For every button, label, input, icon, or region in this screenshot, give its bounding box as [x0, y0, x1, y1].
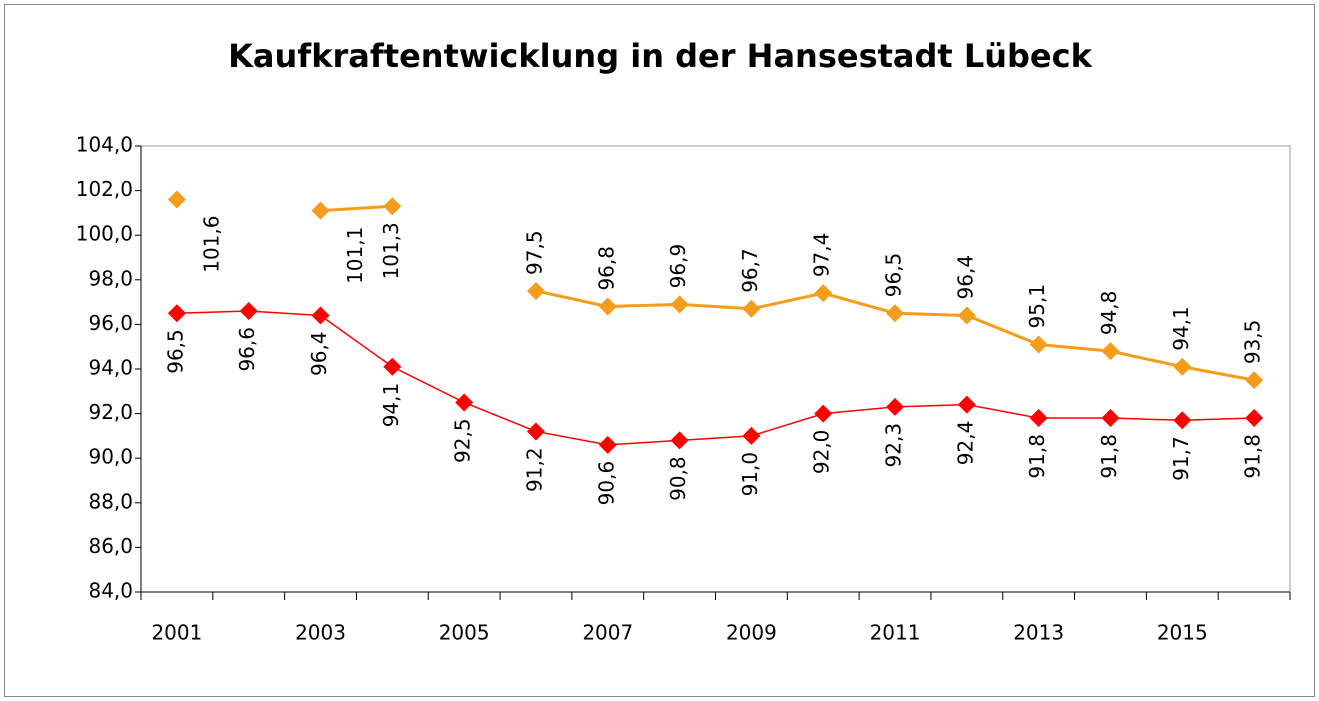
x-tick-label: 2009 [726, 621, 777, 645]
data-point [814, 404, 833, 423]
x-tick-label: 2011 [870, 621, 921, 645]
data-point [526, 281, 545, 300]
y-tick-label: 86,0 [88, 534, 133, 558]
y-tick-label: 94,0 [88, 356, 133, 380]
series-line [176, 310, 1255, 446]
data-point [383, 357, 402, 376]
data-label: 91,7 [1169, 436, 1193, 481]
data-point [311, 306, 330, 325]
data-point [311, 201, 330, 220]
data-label: 95,1 [1025, 284, 1049, 329]
data-label: 90,6 [594, 461, 618, 506]
y-tick-label: 100,0 [76, 222, 133, 246]
data-point [886, 304, 905, 323]
data-point [670, 431, 689, 450]
x-tick-label: 2003 [295, 621, 346, 645]
data-label: 96,7 [738, 248, 762, 293]
data-label: 96,5 [882, 253, 906, 298]
data-label: 92,4 [953, 421, 977, 466]
data-label: 96,5 [163, 329, 187, 374]
data-label: 101,3 [379, 222, 403, 279]
data-point [1101, 342, 1120, 361]
data-point [167, 304, 186, 323]
data-label: 96,9 [666, 244, 690, 289]
data-point [167, 190, 186, 209]
data-label: 94,1 [1169, 306, 1193, 351]
data-label: 90,8 [666, 456, 690, 501]
y-tick-label: 96,0 [88, 311, 133, 335]
data-label: 97,4 [810, 233, 834, 278]
data-label: 92,5 [451, 418, 475, 463]
data-point [957, 306, 976, 325]
y-tick-label: 90,0 [88, 445, 133, 469]
data-label: 97,5 [522, 230, 546, 275]
x-tick-label: 2005 [439, 621, 490, 645]
data-label: 96,4 [953, 255, 977, 300]
data-label: 91,0 [738, 452, 762, 497]
data-label: 94,8 [1097, 291, 1121, 336]
x-tick-label: 2015 [1157, 621, 1208, 645]
data-label: 91,2 [522, 447, 546, 492]
data-point [598, 297, 617, 316]
y-tick-label: 104,0 [76, 133, 133, 157]
data-label: 101,6 [199, 216, 223, 273]
data-label: 96,8 [594, 246, 618, 291]
x-tick-label: 2007 [582, 621, 633, 645]
x-tick-label: 2001 [151, 621, 202, 645]
data-point [455, 393, 474, 412]
data-label: 91,8 [1025, 434, 1049, 479]
x-tick-label: 2013 [1013, 621, 1064, 645]
y-tick-label: 98,0 [88, 266, 133, 290]
data-point [1173, 357, 1192, 376]
chart-title: Kaufkraftentwicklung in der Hansestadt L… [228, 37, 1092, 75]
data-point [957, 395, 976, 414]
y-tick-label: 92,0 [88, 400, 133, 424]
data-label: 91,8 [1097, 434, 1121, 479]
y-tick-label: 88,0 [88, 489, 133, 513]
y-tick-label: 102,0 [76, 177, 133, 201]
data-point [742, 426, 761, 445]
data-point [526, 422, 545, 441]
data-point [1029, 335, 1048, 354]
data-label: 92,3 [882, 423, 906, 468]
data-point [742, 299, 761, 318]
data-label: 96,6 [235, 327, 259, 372]
data-label: 101,1 [343, 227, 367, 284]
data-point [1245, 409, 1264, 428]
data-point [239, 302, 258, 321]
data-label: 92,0 [810, 430, 834, 475]
data-point [814, 284, 833, 303]
data-label: 93,5 [1241, 320, 1265, 365]
data-point [598, 435, 617, 454]
data-label: 94,1 [379, 383, 403, 428]
data-point [1173, 411, 1192, 430]
data-point [670, 295, 689, 314]
data-point [1101, 409, 1120, 428]
data-point [886, 397, 905, 416]
data-label: 96,4 [307, 331, 331, 376]
data-point [383, 197, 402, 216]
data-point [1245, 371, 1264, 390]
data-label: 91,8 [1241, 434, 1265, 479]
y-tick-label: 84,0 [88, 579, 133, 603]
data-point [1029, 409, 1048, 428]
